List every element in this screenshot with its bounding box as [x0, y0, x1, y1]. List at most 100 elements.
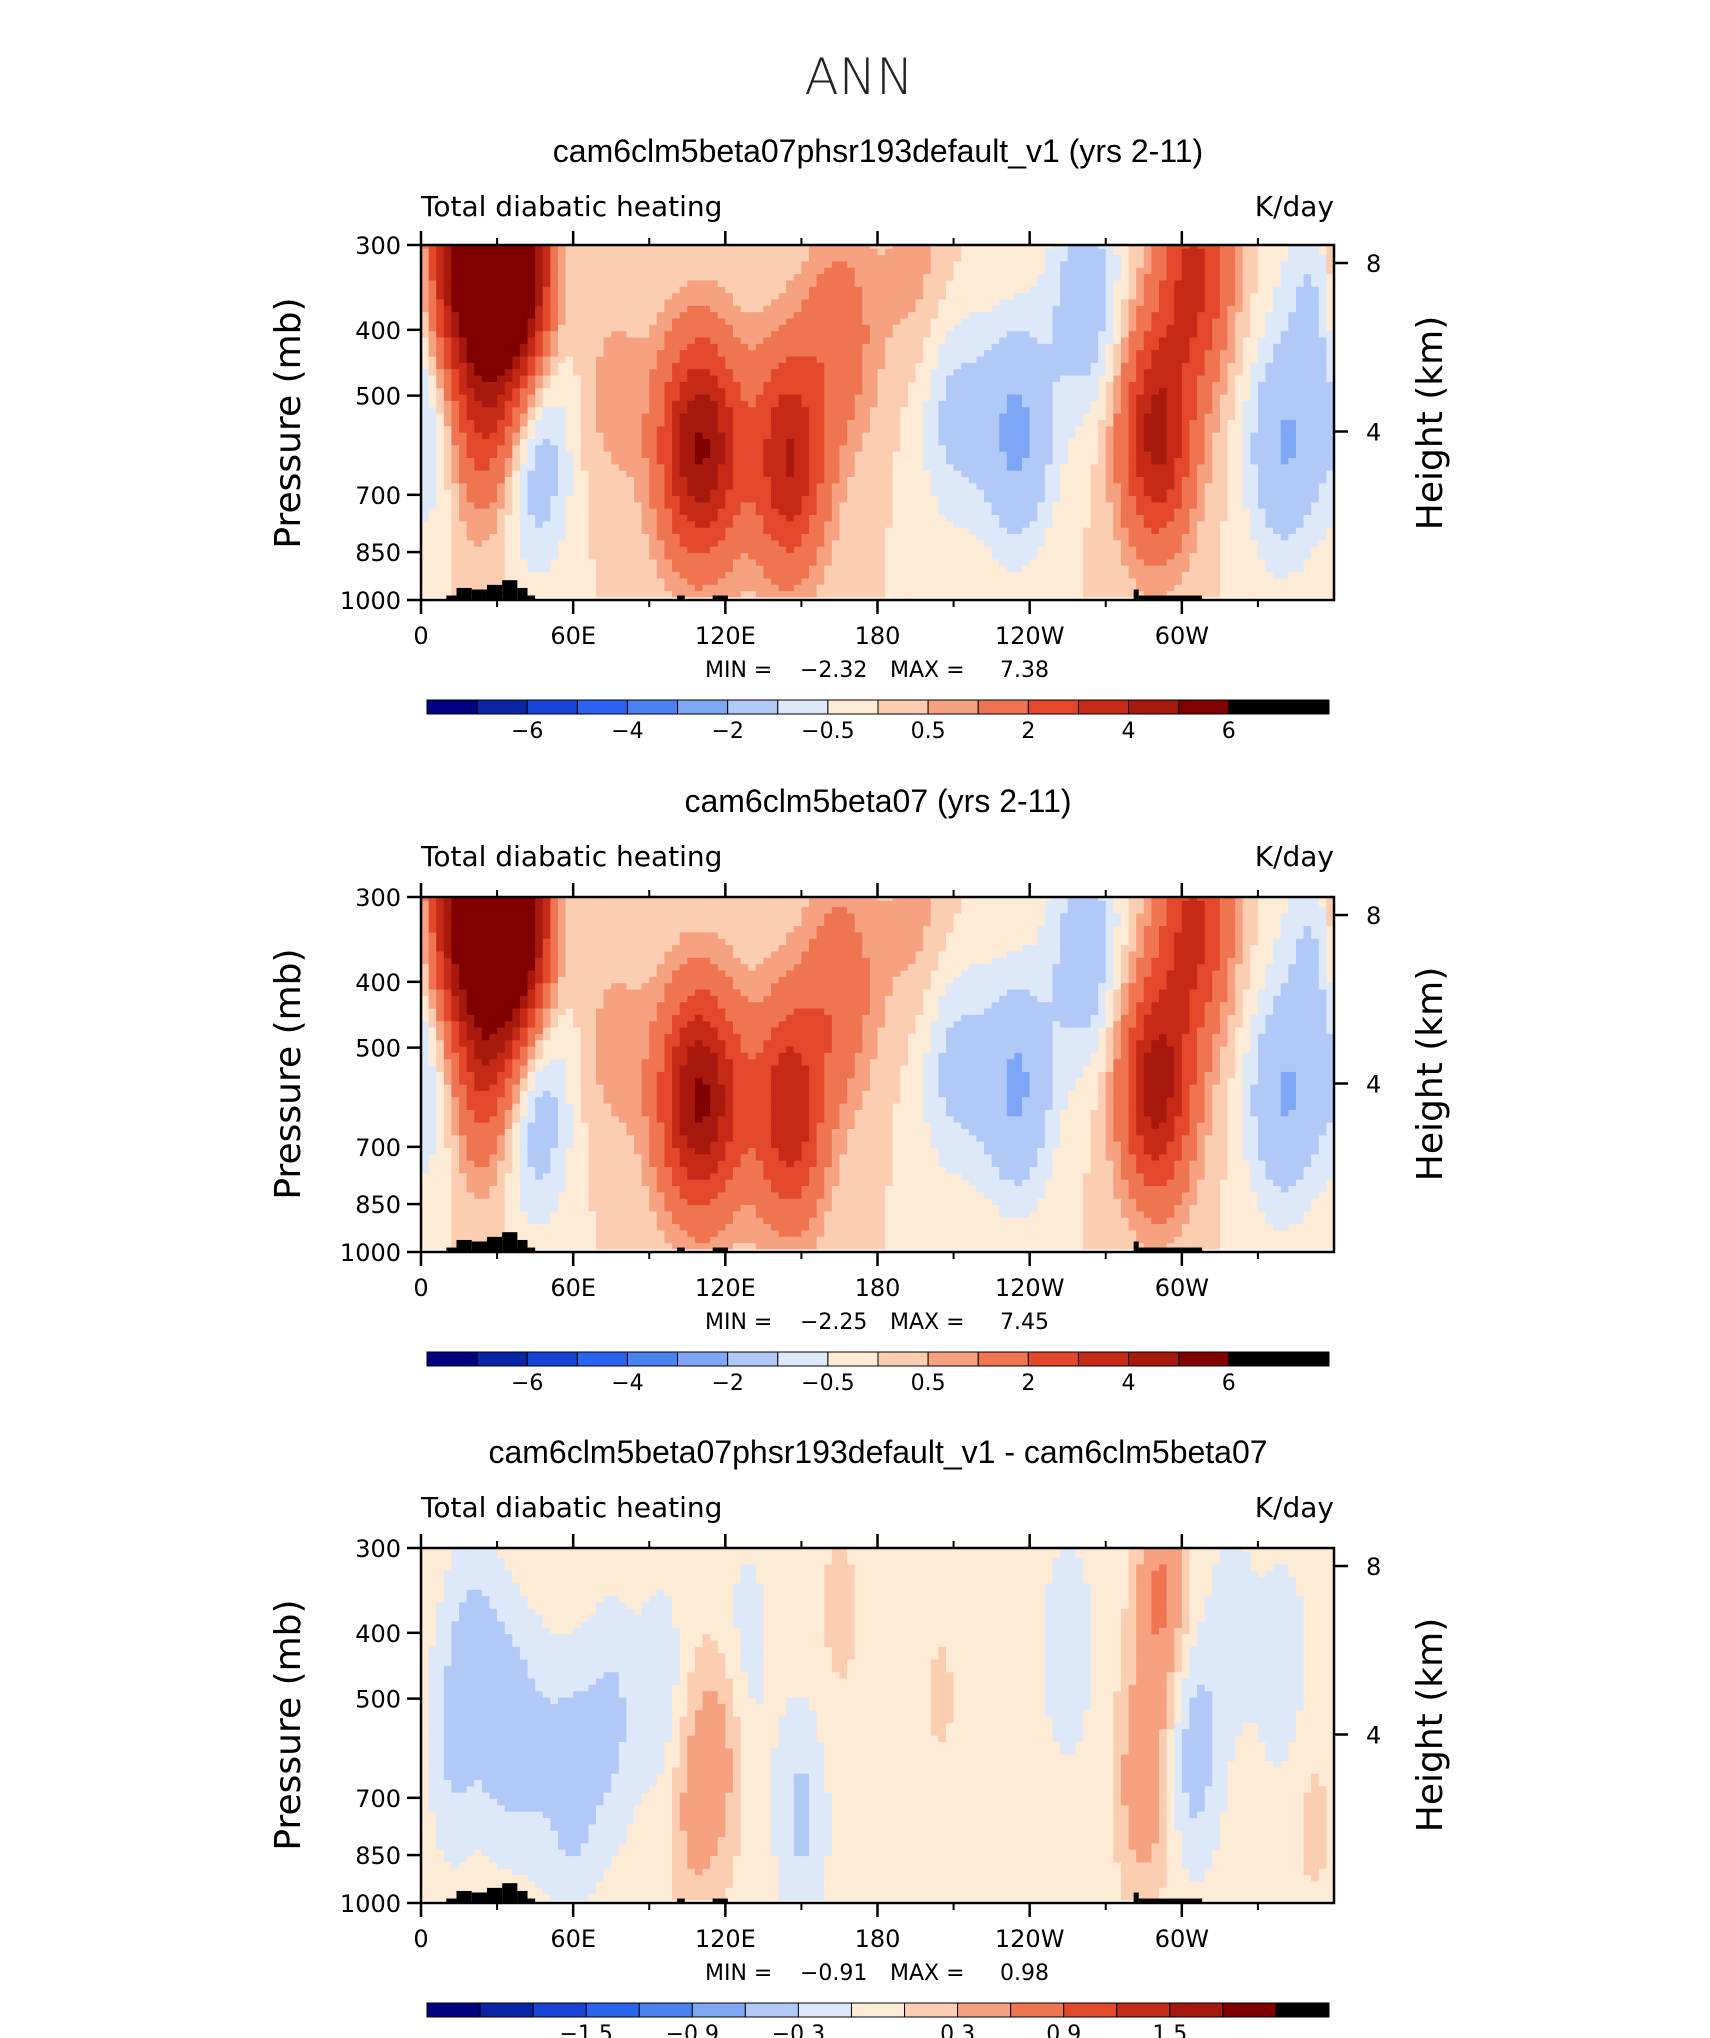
field-cell	[1159, 514, 1168, 522]
field-cell	[1105, 343, 1114, 351]
field-cell	[717, 343, 726, 351]
field-cell	[915, 533, 924, 541]
field-cell	[481, 343, 491, 351]
field-cell	[725, 387, 734, 395]
field-cell	[1311, 457, 1320, 465]
field-cell	[527, 368, 536, 376]
field-cell	[1090, 463, 1099, 471]
field-cell	[702, 470, 711, 477]
field-cell	[1273, 584, 1282, 592]
field-cell	[542, 501, 551, 509]
field-cell	[1151, 527, 1160, 535]
field-cell	[634, 400, 643, 408]
field-cell	[976, 362, 985, 370]
field-cell	[1303, 412, 1312, 420]
field-cell	[595, 457, 605, 465]
field-cell	[1242, 577, 1251, 585]
field-cell	[816, 419, 825, 427]
field-cell	[915, 419, 924, 427]
field-cell	[1250, 482, 1259, 490]
field-cell	[1067, 571, 1076, 579]
field-cell	[702, 584, 711, 592]
field-cell	[588, 482, 597, 490]
field-cell	[854, 527, 863, 535]
field-cell	[1303, 495, 1312, 503]
field-cell	[573, 527, 582, 535]
field-cell	[436, 508, 445, 516]
field-cell	[1151, 565, 1160, 573]
field-cell	[694, 463, 704, 471]
field-cell	[1318, 406, 1327, 414]
field-cell	[481, 419, 491, 427]
field-cell	[1098, 584, 1107, 592]
field-cell	[694, 457, 704, 465]
field-cell	[854, 539, 863, 547]
field-cell	[1235, 470, 1244, 477]
field-cell	[428, 495, 437, 503]
field-cell	[626, 558, 635, 566]
field-cell	[900, 482, 909, 490]
field-cell	[839, 508, 848, 516]
field-cell	[710, 590, 719, 598]
field-cell	[481, 349, 491, 357]
field-cell	[451, 482, 460, 490]
field-cell	[831, 520, 841, 528]
field-cell	[1067, 432, 1076, 439]
field-cell	[421, 501, 430, 509]
field-cell	[466, 577, 475, 585]
field-cell	[809, 476, 818, 484]
field-cell	[748, 501, 757, 509]
field-cell	[717, 387, 726, 395]
field-cell	[1212, 584, 1221, 592]
field-cell	[915, 400, 924, 408]
field-cell	[839, 444, 848, 452]
field-cell	[1242, 457, 1251, 465]
field-cell	[1326, 571, 1334, 579]
field-cell	[1265, 508, 1274, 516]
field-cell	[626, 387, 635, 395]
field-cell	[1098, 463, 1107, 471]
field-cell	[809, 463, 818, 471]
field-cell	[1166, 381, 1175, 389]
field-cell	[550, 355, 559, 363]
field-cell	[999, 400, 1008, 408]
field-cell	[770, 584, 780, 592]
field-cell	[1197, 457, 1206, 465]
field-cell	[1044, 577, 1054, 585]
field-cell	[831, 577, 841, 585]
field-cell	[1189, 514, 1198, 522]
field-cell	[550, 552, 559, 560]
field-cell	[1120, 533, 1130, 541]
field-cell	[603, 533, 612, 541]
field-cell	[793, 419, 803, 427]
field-cell	[664, 558, 673, 566]
field-cell	[1303, 476, 1312, 484]
field-cell	[885, 336, 894, 344]
field-cell	[664, 463, 673, 471]
field-cell	[801, 565, 810, 573]
field-cell	[481, 577, 491, 585]
field-cell	[1090, 374, 1099, 382]
field-cell	[1326, 527, 1334, 535]
field-cell	[1120, 362, 1130, 370]
field-cell	[923, 463, 932, 471]
field-cell	[862, 387, 871, 395]
field-cell	[869, 501, 879, 509]
field-cell	[885, 406, 894, 414]
field-cell	[1197, 584, 1206, 592]
field-cell	[824, 520, 833, 528]
field-cell	[1288, 571, 1297, 579]
field-cell	[436, 336, 445, 344]
field-cell	[930, 495, 939, 503]
field-cell	[839, 349, 848, 357]
field-cell	[816, 381, 825, 389]
field-cell	[938, 546, 947, 554]
field-cell	[641, 362, 650, 370]
field-cell	[1288, 419, 1297, 427]
field-cell	[900, 533, 909, 541]
field-cell	[1082, 374, 1092, 382]
field-cell	[778, 438, 787, 446]
field-cell	[1197, 463, 1206, 471]
field-cell	[1022, 520, 1031, 528]
field-cell	[649, 520, 658, 528]
